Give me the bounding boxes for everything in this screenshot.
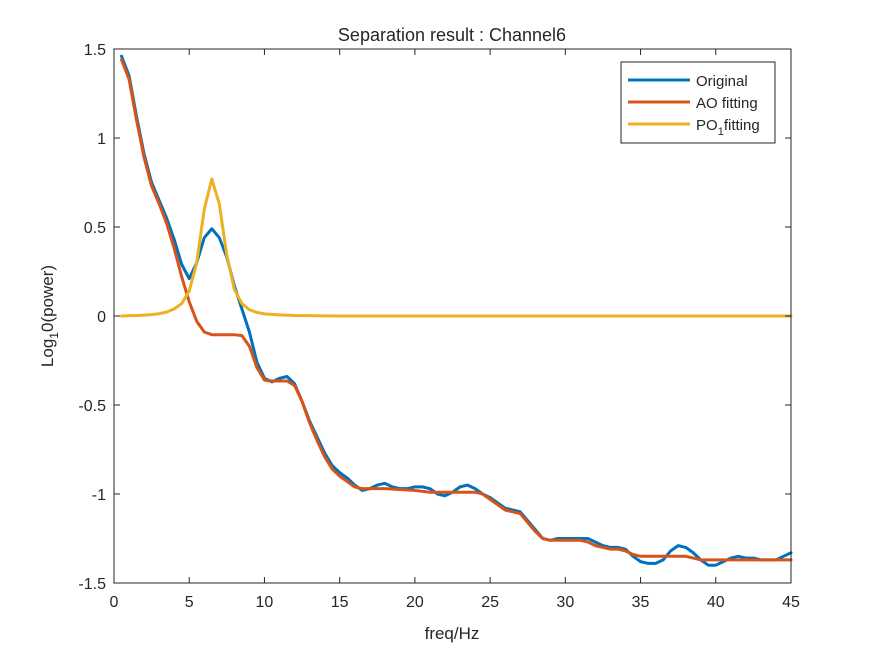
legend-label-prefix: Original [696, 73, 748, 90]
x-tick-label: 15 [331, 594, 349, 611]
x-tick-label: 45 [782, 594, 800, 611]
x-tick-label: 30 [556, 594, 574, 611]
y-axis-label: Log10(power) [38, 265, 61, 367]
y-axis-label-prefix: Log [38, 339, 57, 367]
legend-label-suffix: fitting [724, 117, 760, 134]
y-tick-label: 1 [97, 131, 106, 148]
y-tick-label: 0.5 [84, 220, 106, 237]
x-tick-label: 20 [406, 594, 424, 611]
legend-label-2: PO1fitting [696, 117, 760, 138]
x-tick-label: 40 [707, 594, 725, 611]
x-axis-label: freq/Hz [425, 624, 480, 643]
chart-title: Separation result : Channel6 [338, 25, 566, 45]
legend-label-0: Original [696, 73, 748, 90]
y-tick-label: 0 [97, 309, 106, 326]
legend: Original AO fitting PO1fitting [620, 61, 776, 144]
series-line-1 [120, 58, 793, 562]
x-tick-label: 5 [185, 594, 194, 611]
y-tick-label: -1 [92, 487, 106, 504]
legend-label-prefix: AO fitting [696, 95, 758, 112]
y-axis-label-subscript: 1 [47, 332, 61, 339]
series-line-2 [120, 177, 793, 318]
legend-label-subscript: 1 [718, 126, 724, 138]
y-tick-label: 1.5 [84, 42, 106, 59]
x-tick-label: 0 [110, 594, 119, 611]
y-tick-label: -1.5 [78, 576, 106, 593]
x-axis-ticks: 0 5 10 15 20 25 30 35 40 45 [110, 49, 800, 611]
legend-label-1: AO fitting [696, 95, 758, 112]
y-axis-label-suffix: 0(power) [38, 265, 57, 332]
x-tick-label: 25 [481, 594, 499, 611]
y-axis-ticks: -1.5 -1 -0.5 0 0.5 1 1.5 [78, 42, 791, 593]
x-tick-label: 35 [632, 594, 650, 611]
legend-label-prefix: PO [696, 117, 718, 134]
y-tick-label: -0.5 [78, 398, 106, 415]
series-layer [120, 54, 793, 567]
x-tick-label: 10 [256, 594, 274, 611]
